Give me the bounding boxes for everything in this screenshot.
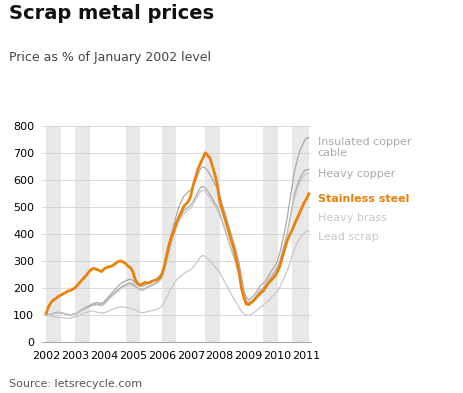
Bar	[291, 126, 308, 342]
Text: Stainless steel: Stainless steel	[317, 194, 408, 204]
Bar	[263, 126, 277, 342]
Text: Scrap metal prices: Scrap metal prices	[9, 4, 214, 23]
Text: Lead scrap: Lead scrap	[317, 231, 378, 242]
Text: Source: letsrecycle.com: Source: letsrecycle.com	[9, 379, 142, 389]
Bar	[125, 126, 140, 342]
Text: Heavy brass: Heavy brass	[317, 213, 386, 222]
Bar	[205, 126, 219, 342]
Bar	[46, 126, 61, 342]
Text: Heavy copper: Heavy copper	[317, 169, 394, 179]
Text: Insulated copper
cable: Insulated copper cable	[317, 137, 411, 158]
Bar	[162, 126, 176, 342]
Bar	[75, 126, 89, 342]
Text: Price as % of January 2002 level: Price as % of January 2002 level	[9, 51, 211, 64]
